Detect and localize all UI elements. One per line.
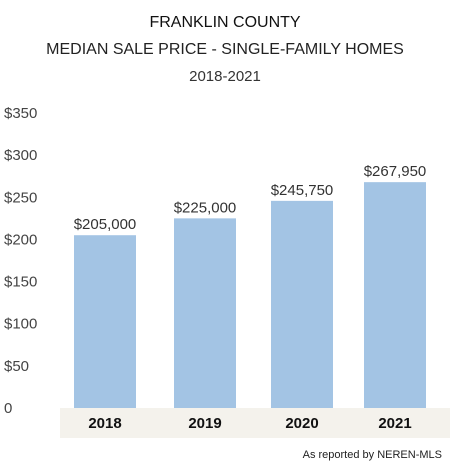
source-note: As reported by NEREN-MLS — [303, 449, 442, 461]
data-label: $225,000 — [174, 199, 237, 216]
data-label: $245,750 — [271, 182, 334, 199]
x-tick-label: 2020 — [285, 415, 318, 432]
bar-2018 — [74, 235, 136, 408]
data-labels: $205,000 $225,000 $245,750 $267,950 — [74, 163, 427, 233]
y-tick-label: $150 — [4, 274, 37, 291]
bars — [74, 182, 426, 408]
bar-2020 — [271, 200, 333, 408]
chart-title: FRANKLIN COUNTY — [149, 14, 300, 31]
chart-subtitle: MEDIAN SALE PRICE - SINGLE-FAMILY HOMES — [46, 41, 404, 58]
x-tick-label: 2019 — [188, 415, 221, 432]
data-label: $267,950 — [364, 163, 427, 180]
chart-period: 2018-2021 — [189, 68, 261, 85]
bar-2019 — [174, 218, 236, 408]
y-tick-label: $350 — [4, 105, 37, 122]
x-axis-band — [60, 408, 450, 438]
x-axis: 2018 2019 2020 2021 — [88, 415, 411, 432]
y-tick-label: $50 — [4, 358, 29, 375]
bar-2021 — [364, 182, 426, 408]
y-tick-label: $200 — [4, 231, 37, 248]
x-tick-label: 2021 — [378, 415, 411, 432]
x-tick-label: 2018 — [88, 415, 121, 432]
y-tick-label: $300 — [4, 147, 37, 164]
y-tick-label: 0 — [4, 400, 12, 417]
y-axis: 0 $50 $100 $150 $200 $250 $300 $350 — [4, 105, 37, 417]
y-tick-label: $250 — [4, 189, 37, 206]
y-tick-label: $100 — [4, 316, 37, 333]
data-label: $205,000 — [74, 216, 137, 233]
